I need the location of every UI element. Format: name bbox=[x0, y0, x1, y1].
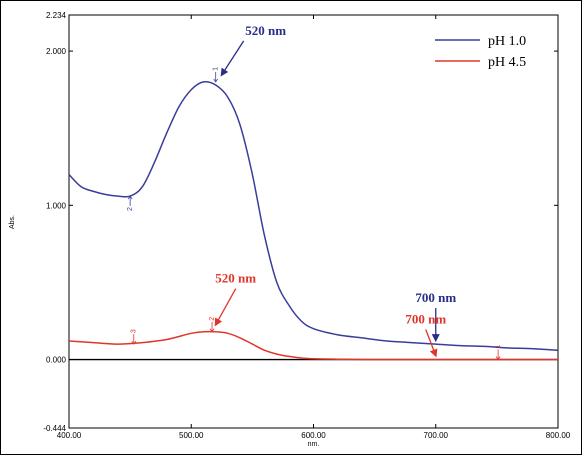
annotation-label: 700 nm bbox=[405, 312, 446, 327]
legend-label: pH 1.0 bbox=[488, 34, 526, 49]
x-axis-ticks: 400.00 500.00 600.00 700.00 800.00 bbox=[57, 15, 571, 440]
peak-marker-number: 2 bbox=[127, 207, 134, 211]
y-axis-title: Abs. bbox=[9, 215, 16, 229]
x-tick-label: 700.00 bbox=[424, 431, 449, 440]
peak-marker-arrow bbox=[127, 195, 133, 200]
annotation-label: 520 nm bbox=[245, 23, 286, 38]
legend-label: pH 4.5 bbox=[488, 55, 526, 70]
legend: pH 1.0 pH 4.5 bbox=[435, 34, 526, 70]
series-line-ph-1-0 bbox=[68, 80, 559, 352]
y-axis-ticks: 2.234 2.000 1.000 0.000 -0.444 bbox=[43, 11, 558, 433]
x-tick-label: 500.00 bbox=[179, 431, 204, 440]
y-tick-label: 2.000 bbox=[46, 47, 67, 56]
y-tick-label: 1.000 bbox=[46, 201, 67, 210]
peak-marker-arrow bbox=[213, 78, 219, 83]
annotation-arrow bbox=[220, 40, 245, 77]
x-tick-label: 800.00 bbox=[546, 431, 571, 440]
annotation-arrow bbox=[214, 288, 237, 327]
annotation-label: 700 nm bbox=[415, 290, 456, 305]
peak-marker-number: 1 bbox=[495, 344, 502, 348]
peak-marker-arrow bbox=[209, 328, 215, 333]
peak-marker-number: 2 bbox=[209, 317, 216, 321]
peak-marker-number: 1 bbox=[213, 67, 220, 71]
x-axis-title: nm. bbox=[308, 441, 320, 448]
x-tick-label: 600.00 bbox=[301, 431, 326, 440]
peak-marker-arrow bbox=[495, 356, 501, 361]
y-tick-label: -0.444 bbox=[43, 424, 66, 433]
annotation-arrow bbox=[425, 329, 438, 358]
plot-area bbox=[68, 14, 559, 429]
annotations: 520 nm 700 nm 520 nm 700 nm bbox=[214, 23, 456, 358]
peak-marker-number: 3 bbox=[131, 329, 138, 333]
plot-border bbox=[68, 14, 559, 429]
y-tick-label: 0.000 bbox=[46, 356, 67, 365]
peak-markers: 1 2 2 3 1 bbox=[127, 67, 502, 361]
annotation-label: 520 nm bbox=[215, 271, 256, 286]
peak-marker-arrow bbox=[131, 340, 137, 345]
series-line-ph-4-5 bbox=[68, 330, 558, 361]
series-group bbox=[68, 80, 559, 361]
x-tick-label: 400.00 bbox=[57, 431, 82, 440]
y-tick-label: 2.234 bbox=[46, 11, 67, 20]
